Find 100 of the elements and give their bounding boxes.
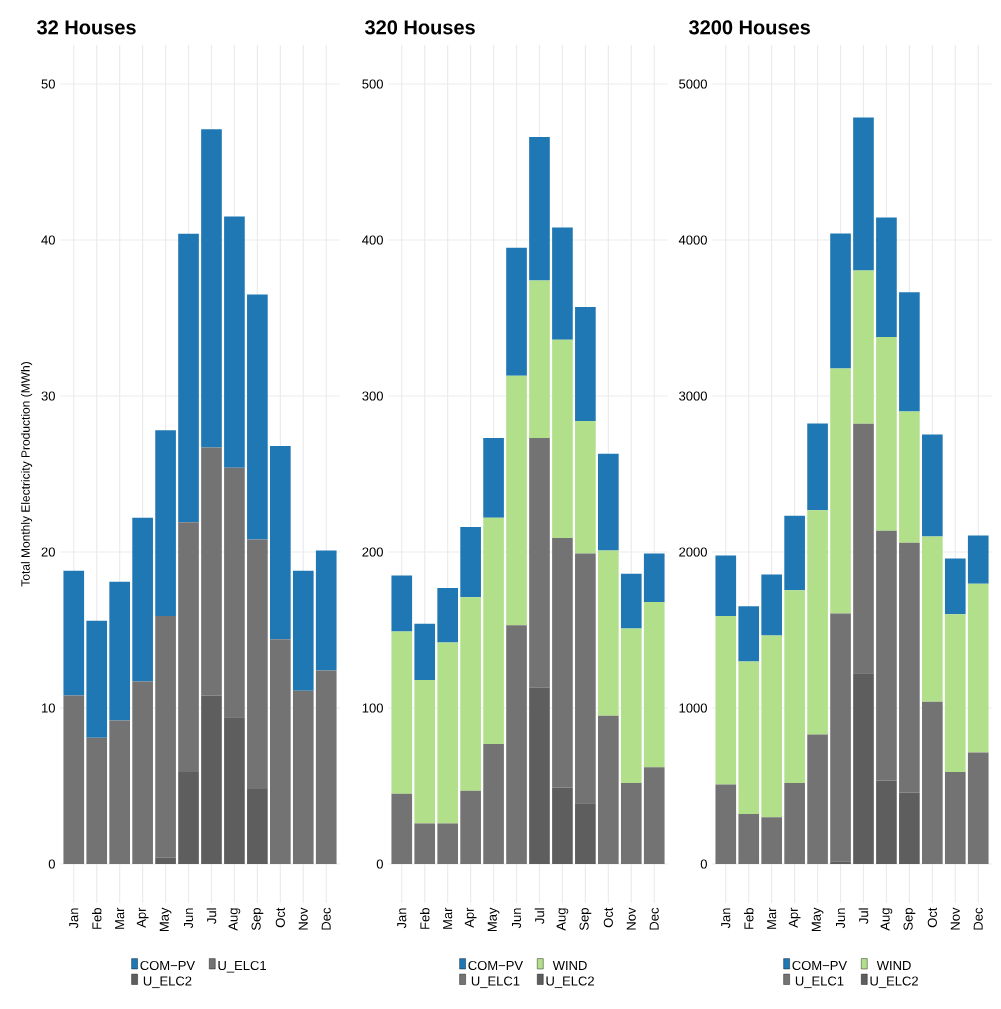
- bar: [899, 411, 920, 543]
- bar: [967, 752, 989, 864]
- bar: [944, 771, 966, 864]
- bar: [178, 233, 199, 523]
- bar: [830, 233, 851, 369]
- x-tick-label: Mar: [443, 907, 453, 929]
- legend-label: WIND: [552, 960, 587, 970]
- bar: [876, 530, 897, 781]
- bar: [899, 542, 920, 793]
- y-axis-title: Total Monthly Electricity Production (MWh): [20, 362, 33, 587]
- x-tick-label: Aug: [228, 908, 241, 931]
- bar: [224, 717, 245, 864]
- chart-title: 3200 Houses: [689, 20, 810, 35]
- x-tick-label: May: [159, 907, 172, 932]
- bar: [853, 673, 874, 864]
- x-tick-label: Apr: [788, 907, 801, 928]
- legend-label: U_ELC2: [870, 976, 918, 989]
- bar: [437, 587, 458, 643]
- x-tick-label: May: [811, 907, 824, 932]
- bar: [292, 570, 314, 691]
- bar: [552, 537, 573, 788]
- bar: [899, 292, 920, 412]
- x-tick-label: Dec: [649, 907, 659, 930]
- y-tick-label: 0: [700, 859, 707, 869]
- bar: [922, 536, 943, 702]
- bar: [761, 817, 783, 864]
- y-tick-label: 1000: [679, 703, 707, 713]
- x-tick-label: Mar: [767, 907, 777, 929]
- x-tick-label: Jul: [858, 908, 869, 924]
- bar: [922, 701, 943, 864]
- bar: [201, 129, 222, 448]
- bar: [807, 510, 828, 735]
- bar: [715, 555, 737, 617]
- bar: [391, 793, 413, 864]
- bar: [63, 695, 85, 864]
- bar: [460, 527, 481, 598]
- x-tick-label: Jun: [512, 908, 522, 929]
- bar: [224, 467, 245, 718]
- bar: [899, 792, 920, 864]
- bar: [414, 679, 436, 824]
- x-tick-label: Jan: [69, 908, 79, 929]
- bar: [784, 590, 805, 783]
- bar: [552, 227, 573, 340]
- bar: [643, 601, 665, 768]
- bar: [460, 790, 481, 864]
- bar: [620, 628, 642, 783]
- bar: [109, 581, 130, 721]
- x-tick-label: Oct: [927, 907, 937, 928]
- bar: [201, 447, 222, 696]
- bar: [155, 615, 176, 858]
- x-tick-label: Mar: [115, 907, 125, 929]
- x-tick-label: Jun: [836, 908, 846, 929]
- bar: [437, 823, 458, 864]
- y-tick-label: 50: [41, 79, 55, 89]
- legend-label: U_ELC2: [546, 976, 594, 989]
- bar: [247, 294, 268, 540]
- y-tick-label: 0: [48, 859, 55, 869]
- y-tick-label: 5000: [679, 79, 707, 89]
- legend-label: U_ELC1: [471, 976, 520, 989]
- bar: [552, 339, 573, 538]
- legend-label: U_ELC1: [218, 960, 266, 973]
- bar: [575, 553, 596, 804]
- bar: [63, 570, 85, 696]
- legend-label: COM−PV: [140, 960, 195, 971]
- bar: [575, 420, 596, 554]
- y-tick-label: 40: [41, 235, 55, 245]
- bar: [483, 743, 504, 864]
- x-tick-label: Sep: [579, 908, 592, 931]
- bar: [853, 270, 874, 424]
- bar: [483, 517, 504, 744]
- bar: [575, 803, 596, 864]
- bar: [738, 814, 760, 864]
- bar: [483, 438, 504, 518]
- bar: [391, 631, 413, 794]
- x-tick-label: Jul: [206, 908, 217, 924]
- bar: [201, 695, 222, 864]
- bar: [784, 515, 805, 591]
- bar: [86, 620, 108, 738]
- x-tick-label: Sep: [251, 908, 264, 931]
- bar: [598, 715, 619, 864]
- y-tick-label: 10: [42, 703, 55, 713]
- x-tick-label: Dec: [321, 907, 331, 930]
- bar: [247, 789, 268, 864]
- y-tick-label: 20: [41, 547, 55, 557]
- bar: [460, 597, 481, 791]
- bar: [807, 734, 828, 864]
- x-tick-label: May: [487, 907, 500, 932]
- bar: [643, 767, 665, 864]
- bar: [761, 635, 783, 818]
- bar: [853, 117, 874, 271]
- y-tick-label: 0: [376, 859, 383, 869]
- legend-label: U_ELC2: [143, 976, 192, 989]
- chart-title: 320 Houses: [364, 20, 475, 35]
- x-tick-label: Oct: [275, 907, 285, 928]
- bar: [876, 217, 897, 338]
- legend-label: U_ELC1: [795, 976, 844, 989]
- bar: [414, 623, 436, 680]
- bar: [506, 625, 527, 864]
- x-tick-label: Feb: [91, 908, 102, 929]
- bar: [761, 574, 783, 636]
